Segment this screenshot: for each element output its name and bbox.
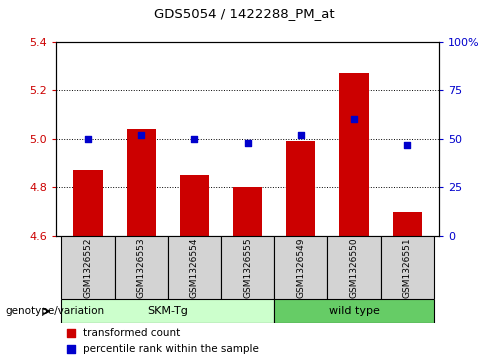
Text: percentile rank within the sample: percentile rank within the sample bbox=[83, 344, 259, 354]
Bar bbox=[393, 212, 422, 236]
Text: GSM1326555: GSM1326555 bbox=[243, 237, 252, 298]
Bar bbox=[221, 236, 274, 299]
Point bbox=[297, 132, 305, 138]
Bar bbox=[286, 141, 316, 236]
Text: GSM1326552: GSM1326552 bbox=[83, 237, 93, 298]
Point bbox=[137, 132, 145, 138]
Text: GSM1326554: GSM1326554 bbox=[190, 237, 199, 298]
Bar bbox=[327, 236, 381, 299]
Bar bbox=[180, 175, 209, 236]
Text: GSM1326553: GSM1326553 bbox=[137, 237, 146, 298]
Text: genotype/variation: genotype/variation bbox=[5, 306, 104, 316]
Point bbox=[67, 346, 75, 352]
Point bbox=[350, 117, 358, 122]
Bar bbox=[126, 129, 156, 236]
Bar bbox=[340, 73, 369, 236]
Point bbox=[244, 140, 252, 146]
Bar bbox=[168, 236, 221, 299]
Bar bbox=[274, 236, 327, 299]
Text: GSM1326551: GSM1326551 bbox=[403, 237, 412, 298]
Bar bbox=[274, 299, 434, 323]
Bar bbox=[233, 187, 262, 236]
Point bbox=[190, 136, 198, 142]
Bar bbox=[61, 236, 115, 299]
Bar bbox=[381, 236, 434, 299]
Text: GSM1326549: GSM1326549 bbox=[296, 237, 305, 298]
Bar bbox=[61, 299, 274, 323]
Text: SKM-Tg: SKM-Tg bbox=[147, 306, 188, 316]
Text: wild type: wild type bbox=[328, 306, 380, 316]
Bar bbox=[115, 236, 168, 299]
Point bbox=[404, 142, 411, 148]
Text: GSM1326550: GSM1326550 bbox=[349, 237, 359, 298]
Point bbox=[84, 136, 92, 142]
Text: transformed count: transformed count bbox=[83, 328, 180, 338]
Text: GDS5054 / 1422288_PM_at: GDS5054 / 1422288_PM_at bbox=[154, 7, 334, 20]
Point bbox=[67, 330, 75, 336]
Bar bbox=[73, 170, 102, 236]
